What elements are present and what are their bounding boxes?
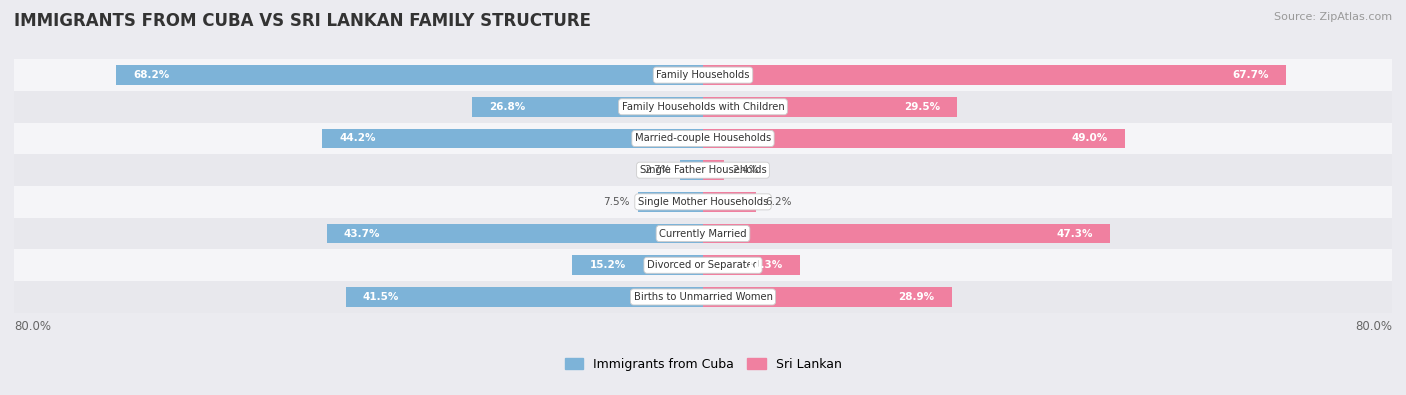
Bar [703,287,952,307]
Bar [703,97,957,117]
Text: 26.8%: 26.8% [489,102,526,112]
Bar [703,192,756,212]
Bar [703,65,1286,85]
Bar [14,59,1392,91]
Text: 28.9%: 28.9% [898,292,935,302]
Text: Births to Unmarried Women: Births to Unmarried Women [634,292,772,302]
Text: 11.3%: 11.3% [747,260,783,270]
Text: 80.0%: 80.0% [14,320,51,333]
Bar [14,186,1392,218]
Text: 2.7%: 2.7% [644,165,671,175]
Text: 15.2%: 15.2% [589,260,626,270]
Text: 67.7%: 67.7% [1232,70,1268,80]
Bar [14,154,1392,186]
Text: Single Mother Households: Single Mother Households [638,197,768,207]
Text: 43.7%: 43.7% [344,229,381,239]
Bar [14,91,1392,122]
Bar [638,192,703,212]
Text: 2.4%: 2.4% [733,165,759,175]
Text: 68.2%: 68.2% [134,70,169,80]
Text: 7.5%: 7.5% [603,197,630,207]
Bar [346,287,703,307]
Bar [322,129,703,148]
Text: Single Father Households: Single Father Households [640,165,766,175]
Text: Divorced or Separated: Divorced or Separated [647,260,759,270]
Text: Source: ZipAtlas.com: Source: ZipAtlas.com [1274,12,1392,22]
Bar [472,97,703,117]
Bar [703,129,1125,148]
Bar [679,160,703,180]
Bar [572,256,703,275]
Legend: Immigrants from Cuba, Sri Lankan: Immigrants from Cuba, Sri Lankan [560,353,846,376]
Text: 41.5%: 41.5% [363,292,399,302]
Bar [14,218,1392,249]
Text: Currently Married: Currently Married [659,229,747,239]
Text: Married-couple Households: Married-couple Households [636,134,770,143]
Bar [14,281,1392,313]
Text: IMMIGRANTS FROM CUBA VS SRI LANKAN FAMILY STRUCTURE: IMMIGRANTS FROM CUBA VS SRI LANKAN FAMIL… [14,12,591,30]
Text: Family Households: Family Households [657,70,749,80]
Bar [14,122,1392,154]
Bar [703,224,1111,243]
Text: 47.3%: 47.3% [1057,229,1092,239]
Text: Family Households with Children: Family Households with Children [621,102,785,112]
Bar [703,256,800,275]
Bar [115,65,703,85]
Bar [326,224,703,243]
Text: 80.0%: 80.0% [1355,320,1392,333]
Text: 29.5%: 29.5% [904,102,939,112]
Bar [703,160,724,180]
Text: 44.2%: 44.2% [340,134,375,143]
Bar [14,249,1392,281]
Text: 6.2%: 6.2% [765,197,792,207]
Text: 49.0%: 49.0% [1071,134,1108,143]
